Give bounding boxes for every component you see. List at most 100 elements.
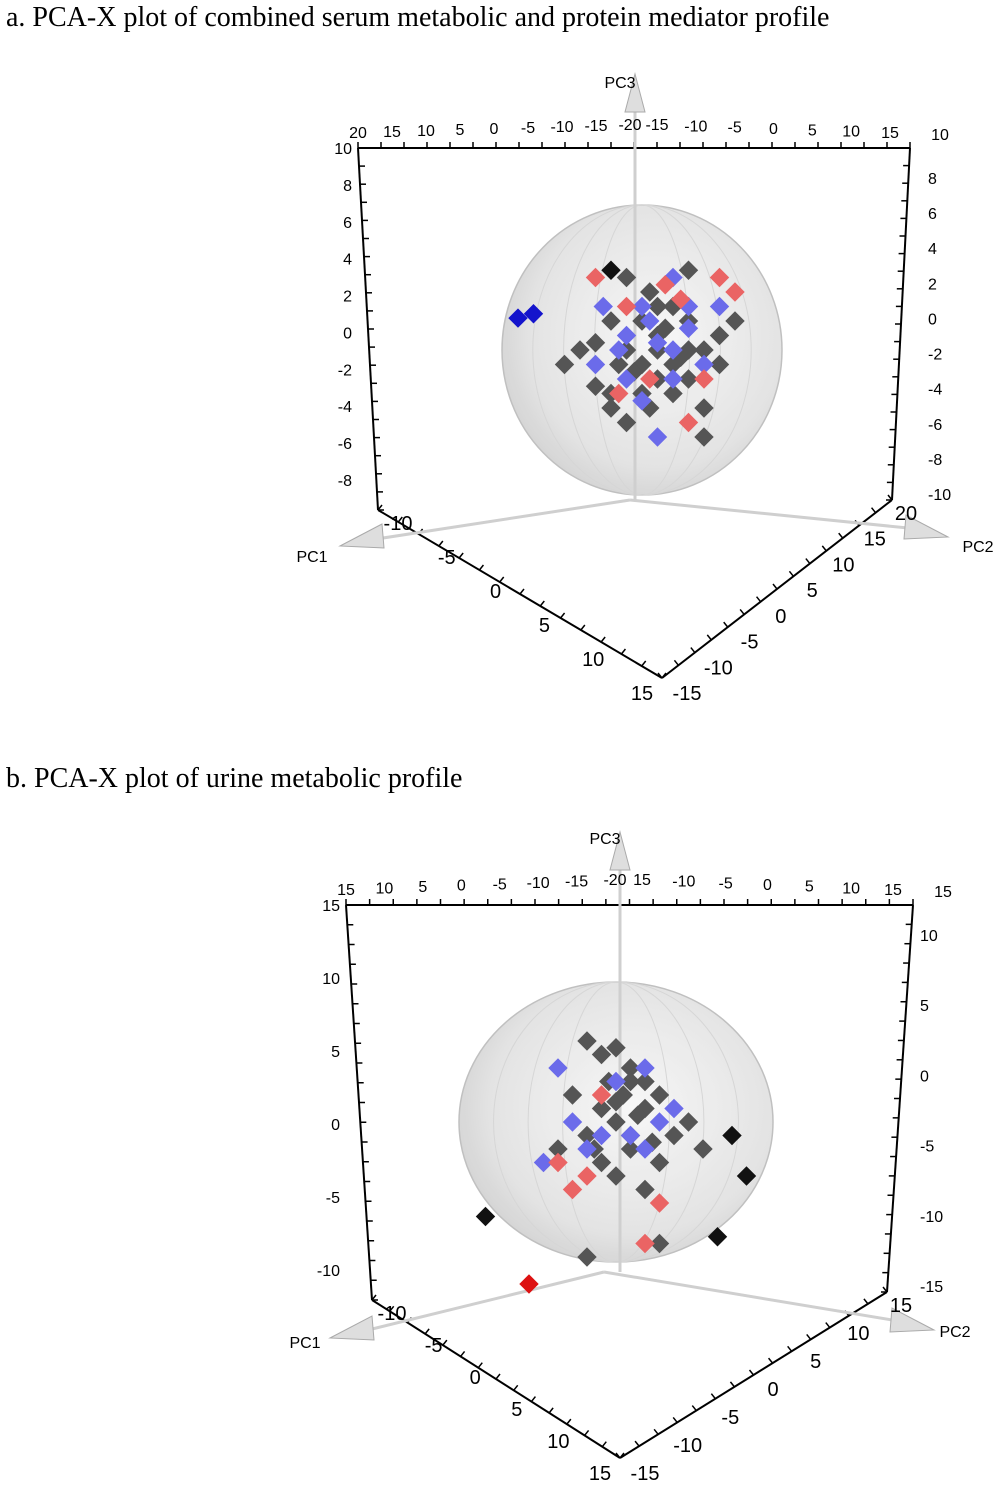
data-point-group-gray (591, 1098, 612, 1119)
tick-mark (772, 583, 778, 590)
tick-mark (438, 540, 444, 547)
top-tick-label: 0 (769, 121, 778, 138)
tick-mark (548, 1407, 554, 1414)
tick-mark (806, 1333, 812, 1340)
top-tick-label: 10 (842, 880, 860, 897)
data-point-outlier-blue (523, 304, 544, 324)
pc2-tick-label: -15 (673, 683, 702, 705)
pc2-tick-label: 0 (767, 1379, 778, 1401)
pc1-tick-label: 15 (589, 1463, 611, 1485)
pc2-arrow-icon (903, 514, 950, 540)
left-tick-label: 6 (343, 215, 352, 232)
tick-mark (371, 1294, 377, 1301)
pc1-tick-label: -10 (384, 513, 413, 535)
right-tick-label: 0 (920, 1068, 929, 1085)
top-tick-label: -10 (672, 874, 695, 891)
tick-mark (653, 1428, 659, 1435)
top-tick-label: -5 (493, 876, 507, 893)
top-tick-label: 20 (349, 125, 367, 142)
data-point-group-red (577, 1166, 597, 1186)
data-point-group-gray (585, 333, 606, 353)
data-point-outlier-black (707, 1227, 728, 1247)
data-point-group-red (678, 412, 699, 433)
tick-mark (723, 621, 729, 628)
tick-mark (495, 1373, 501, 1380)
pc3-arrow-icon (624, 72, 646, 113)
pc1-tick-label: 0 (470, 1367, 481, 1389)
right-tick-label: -10 (928, 487, 951, 504)
right-tick-label: 6 (928, 206, 937, 223)
left-tick-label: 15 (322, 898, 340, 915)
data-point-group-gray (606, 1166, 626, 1186)
top-tick-label: -5 (719, 875, 733, 892)
data-point-group-gray (694, 427, 714, 447)
left-tick-label: -4 (338, 399, 352, 416)
data-point-group-blue (663, 340, 683, 360)
pc1-arrow-icon (338, 523, 385, 549)
tick-mark (748, 1369, 755, 1376)
data-point-group-gray (620, 1139, 641, 1159)
tick-mark (539, 600, 545, 607)
data-point-group-gray (693, 1139, 713, 1159)
data-point-group-gray (635, 1071, 655, 1092)
data-point-group-gray (649, 1085, 670, 1105)
data-point-group-gray (577, 1247, 597, 1267)
left-tick-label: -2 (338, 362, 352, 379)
data-point-group-blue (620, 1125, 641, 1146)
tick-mark (641, 660, 647, 667)
tick-mark (657, 672, 663, 679)
panel-b-title: b. PCA-X plot of urine metabolic profile (6, 763, 463, 794)
tick-mark (788, 570, 795, 577)
right-tick-label: -8 (928, 452, 942, 469)
data-point-group-gray (577, 1031, 597, 1051)
pc2-tick-label: 5 (807, 580, 818, 602)
tick-mark (672, 1416, 678, 1423)
pc2-arrow-icon (889, 1307, 936, 1333)
data-point-group-gray (678, 260, 699, 280)
data-point-group-gray (591, 1152, 612, 1173)
data-point-group-gray (725, 311, 745, 331)
corner-tick-label: 15 (934, 884, 952, 901)
data-point-group-gray (591, 1044, 612, 1065)
pc2-tick-label: 15 (890, 1295, 912, 1317)
tick-mark (389, 1305, 395, 1312)
top-tick-label: 0 (457, 878, 466, 895)
data-point-group-blue (664, 1098, 684, 1119)
tick-mark (601, 1441, 607, 1448)
data-point-group-blue (548, 1058, 568, 1078)
data-point-group-blue (640, 311, 660, 331)
pc2-tick-label: -15 (631, 1463, 660, 1485)
panel-a-title: a. PCA-X plot of combined serum metaboli… (6, 2, 830, 33)
data-points (475, 1031, 757, 1294)
top-tick-label: -10 (527, 875, 550, 892)
data-point-group-gray (709, 354, 730, 375)
data-point-group-red (616, 296, 637, 317)
pc1-arrow-icon (328, 1315, 375, 1341)
tick-mark (710, 1393, 716, 1400)
tick-mark (513, 1384, 519, 1391)
pc2-tick-label: 5 (810, 1351, 821, 1373)
top-tick-label: -5 (521, 120, 535, 137)
tick-mark (887, 494, 893, 501)
data-point-outlier-red (519, 1274, 539, 1294)
tick-mark (559, 612, 566, 619)
data-point-group-gray (570, 340, 590, 360)
pc2-tick-label: -5 (721, 1407, 739, 1429)
right-tick-label: -6 (928, 417, 942, 434)
top-tick-label: 15 (337, 882, 355, 899)
data-point-group-gray (585, 376, 606, 396)
data-point-group-blue (616, 369, 637, 389)
tick-mark (739, 608, 745, 615)
data-point-group-blue (635, 1058, 655, 1078)
data-point-group-gray (601, 398, 621, 418)
pc2-tick-label: -10 (704, 657, 733, 679)
data-point-group-gray (554, 354, 575, 375)
data-point-group-blue (647, 333, 668, 353)
tick-mark (661, 672, 667, 679)
pc2-axis-line (629, 498, 919, 531)
right-tick-label: 5 (920, 998, 929, 1015)
top-tick-label: 5 (456, 122, 465, 139)
